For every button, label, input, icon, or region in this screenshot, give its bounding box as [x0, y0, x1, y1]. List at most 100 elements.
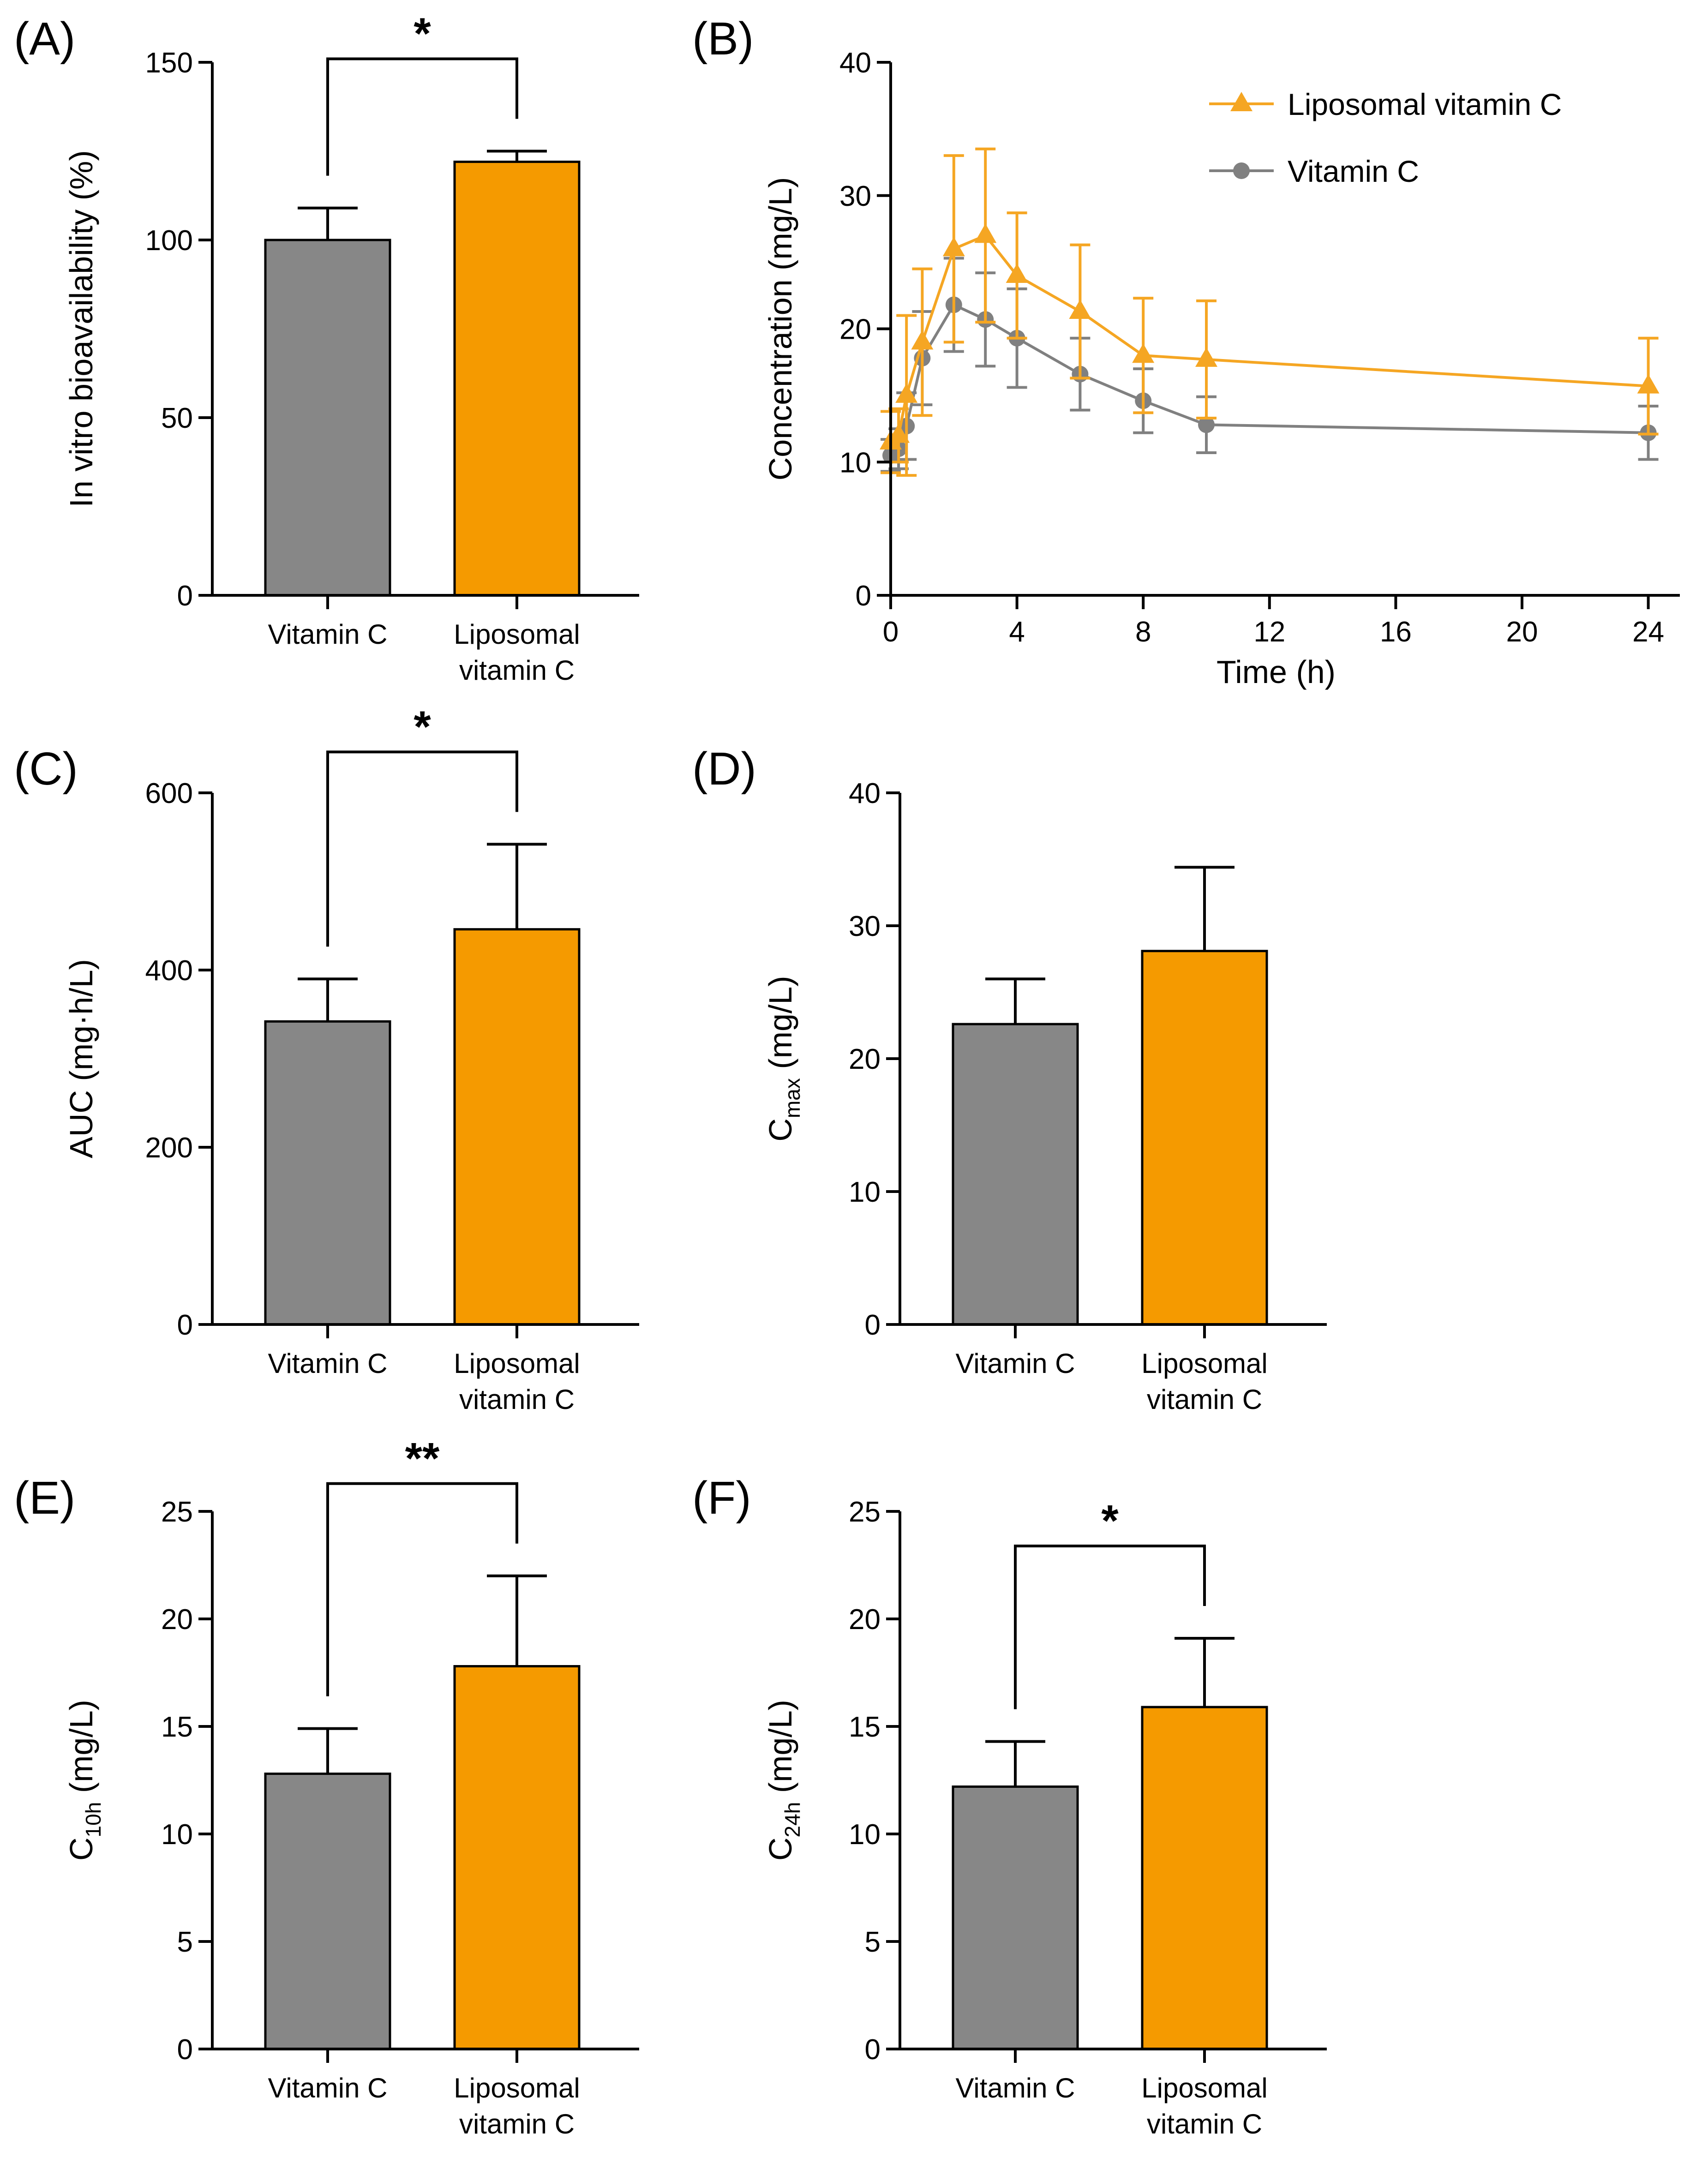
x-category-label: vitamin C — [459, 1384, 575, 1415]
data-point — [911, 330, 934, 350]
x-category-label: Liposomal — [454, 619, 580, 650]
significance-marker: * — [1101, 1496, 1119, 1546]
y-tick-label: 0 — [177, 2034, 193, 2066]
y-tick-label: 50 — [161, 402, 193, 434]
y-axis-label: Concentration (mg/L) — [762, 177, 798, 481]
y-tick-label: 100 — [145, 225, 193, 257]
y-tick-label: 0 — [865, 2034, 881, 2066]
x-category-label: Vitamin C — [956, 1348, 1075, 1379]
x-category-label: Vitamin C — [268, 2073, 388, 2103]
data-point — [1637, 374, 1660, 394]
y-axis-label-main: C — [762, 1837, 798, 1861]
y-tick-label: 20 — [849, 1604, 881, 1636]
y-axis-label: C24h (mg/L) — [762, 1700, 804, 1861]
y-axis-label-unit: (mg/L) — [63, 1700, 99, 1802]
x-axis-label: Time (h) — [1217, 654, 1336, 690]
bar — [264, 1773, 391, 2050]
y-axis-label-main: C — [63, 1837, 99, 1861]
bar — [264, 1020, 391, 1326]
data-point — [887, 423, 910, 443]
y-tick-label: 600 — [145, 778, 193, 809]
panel-label: (D) — [692, 743, 756, 795]
y-tick-label: 15 — [849, 1711, 881, 1743]
y-tick-label: 20 — [161, 1604, 193, 1636]
y-tick-label: 15 — [161, 1711, 193, 1743]
data-point — [1069, 299, 1091, 319]
y-axis-label-subscript: 10h — [81, 1802, 105, 1838]
series-liposomal-vitamin-c — [880, 147, 1660, 477]
bar — [264, 239, 391, 597]
bar — [1141, 1706, 1268, 2050]
bar — [952, 1785, 1079, 2050]
data-point — [1132, 343, 1155, 363]
series-vitamin-c — [881, 257, 1659, 473]
y-tick-label: 10 — [849, 1176, 881, 1208]
x-category-label: Vitamin C — [268, 619, 388, 650]
y-tick-label: 10 — [849, 1819, 881, 1851]
data-point — [1198, 416, 1215, 433]
y-tick-label: 0 — [177, 1309, 193, 1341]
panel-label: (C) — [14, 743, 78, 795]
data-point — [974, 223, 997, 243]
legend-marker — [1230, 92, 1253, 111]
significance-marker: * — [414, 702, 431, 751]
y-axis-label-unit: (mg/L) — [762, 1700, 798, 1802]
x-category-label: Liposomal — [454, 1348, 580, 1379]
y-tick-label: 30 — [849, 911, 881, 942]
panel-label: (B) — [692, 13, 754, 65]
panel-label: (E) — [14, 1472, 75, 1524]
panel-e: (E) Vitamin C Liposomal vitamin C 0 5 10 15 20 25… — [14, 1434, 639, 2139]
y-tick-label: 10 — [161, 1819, 193, 1851]
y-axis-label: Cmax (mg/L) — [762, 976, 804, 1141]
x-tick-label: 24 — [1632, 616, 1664, 648]
bar — [453, 928, 581, 1326]
y-axis-label-unit: (mg/L) — [762, 976, 798, 1078]
data-point — [895, 383, 918, 403]
y-axis-label: AUC (mg·h/L) — [63, 959, 99, 1158]
significance-bracket — [326, 750, 518, 947]
panel-label: (A) — [14, 13, 75, 65]
x-category-label: Vitamin C — [956, 2073, 1075, 2103]
y-axis-label-subscript: max — [780, 1078, 804, 1118]
y-axis-label: C10h (mg/L) — [63, 1700, 105, 1861]
x-category-label: vitamin C — [459, 655, 575, 686]
y-tick-label: 20 — [849, 1043, 881, 1075]
panel-c: (C) Vitamin C Liposomal vitamin C 0 200 400 600… — [14, 702, 639, 1415]
panel-label: (F) — [692, 1472, 751, 1524]
x-tick-label: 4 — [1009, 616, 1025, 648]
x-category-label: Vitamin C — [268, 1348, 388, 1379]
y-tick-label: 10 — [839, 447, 871, 479]
x-tick-label: 8 — [1135, 616, 1151, 648]
panel-a: (A) Vitamin C Liposomal vitamin C 0 50 100 150 I… — [14, 9, 639, 686]
y-tick-label: 25 — [849, 1496, 881, 1528]
data-point — [942, 237, 965, 257]
legend-label: Vitamin C — [1288, 154, 1419, 188]
significance-marker: * — [414, 9, 431, 59]
y-tick-label: 40 — [839, 47, 871, 79]
x-category-label: Liposomal — [1141, 1348, 1268, 1379]
panel-d: (D) Vitamin C Liposomal vitamin C 0 10 20 30 40 C… — [692, 743, 1327, 1415]
bar — [453, 1665, 581, 2050]
x-category-label: vitamin C — [1147, 2109, 1262, 2139]
y-tick-label: 0 — [177, 580, 193, 612]
y-tick-label: 30 — [839, 180, 871, 212]
legend-label: Liposomal vitamin C — [1288, 87, 1562, 121]
y-tick-label: 20 — [839, 314, 871, 346]
y-tick-label: 200 — [145, 1132, 193, 1164]
y-axis-label-subscript: 24h — [780, 1802, 804, 1838]
data-point — [1006, 264, 1028, 283]
y-tick-label: 40 — [849, 778, 881, 809]
y-axis-label: In vitro bioavailability (%) — [63, 150, 99, 507]
x-tick-label: 0 — [883, 616, 899, 648]
y-tick-label: 0 — [865, 1309, 881, 1341]
y-tick-label: 25 — [161, 1496, 193, 1528]
panel-f: (F) Vitamin C Liposomal vitamin C 0 5 10 15 20 25… — [692, 1472, 1327, 2139]
data-point — [1195, 347, 1217, 367]
legend: Liposomal vitamin C Vitamin C — [1209, 87, 1562, 188]
y-tick-label: 150 — [145, 47, 193, 79]
y-tick-label: 5 — [865, 1926, 881, 1958]
x-category-label: Liposomal — [1141, 2073, 1268, 2103]
x-category-label: vitamin C — [1147, 1384, 1262, 1415]
bar — [1141, 950, 1268, 1326]
